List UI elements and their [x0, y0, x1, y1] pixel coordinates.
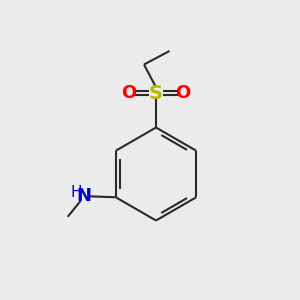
- Text: H: H: [70, 185, 82, 200]
- Text: O: O: [122, 84, 136, 102]
- Text: S: S: [149, 83, 163, 103]
- Text: O: O: [176, 84, 190, 102]
- Text: N: N: [77, 187, 92, 205]
